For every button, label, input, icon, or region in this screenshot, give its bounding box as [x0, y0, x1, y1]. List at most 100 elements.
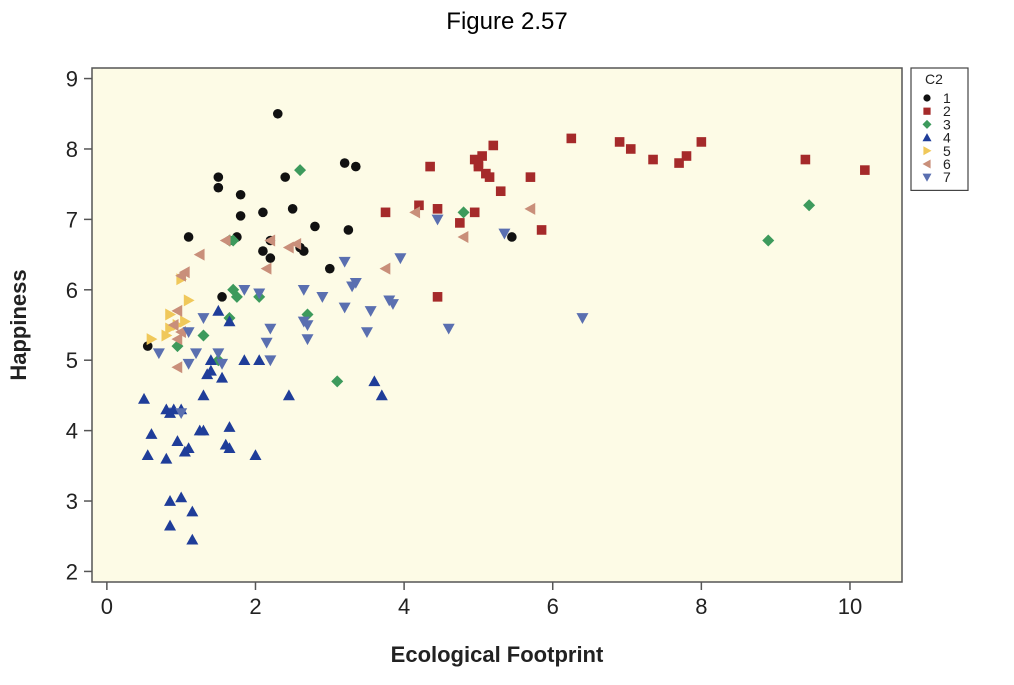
data-point: [190, 348, 203, 360]
data-point: [455, 218, 465, 228]
data-point: [282, 241, 294, 254]
y-tick-label: 8: [66, 137, 78, 162]
data-point: [146, 333, 158, 346]
data-point: [141, 449, 154, 461]
data-point: [473, 158, 484, 168]
y-tick-label: 6: [66, 278, 78, 303]
data-point: [264, 323, 277, 335]
data-point: [165, 322, 177, 335]
data-point: [800, 154, 811, 165]
series-7: [152, 214, 589, 420]
data-point: [197, 389, 210, 401]
data-point: [265, 253, 276, 263]
data-point: [142, 341, 153, 351]
data-point: [197, 313, 210, 324]
data-point: [301, 334, 314, 346]
data-point: [351, 161, 361, 172]
data-point: [204, 354, 217, 366]
data-point: [432, 292, 443, 302]
x-tick-label: 4: [398, 594, 410, 619]
data-point: [316, 292, 329, 303]
data-point: [324, 263, 335, 274]
legend-label: 6: [943, 156, 951, 172]
y-tick-label: 3: [66, 489, 78, 514]
legend-marker: [922, 173, 932, 182]
legend-label: 2: [943, 103, 951, 119]
data-point: [223, 442, 236, 454]
data-point: [343, 225, 354, 235]
data-point: [183, 232, 194, 242]
data-point: [674, 158, 684, 168]
data-point: [212, 304, 225, 316]
data-point: [338, 256, 351, 268]
data-point: [536, 225, 547, 235]
data-point: [368, 375, 381, 387]
data-point: [280, 172, 291, 182]
data-point: [681, 151, 692, 161]
data-point: [212, 348, 225, 360]
data-point: [186, 505, 199, 517]
data-point: [160, 452, 173, 464]
data-point: [566, 133, 577, 144]
data-point: [380, 207, 391, 218]
data-point: [431, 214, 444, 226]
data-point: [297, 316, 310, 328]
data-point: [469, 207, 480, 218]
x-tick-label: 8: [695, 594, 707, 619]
legend-marker: [922, 119, 932, 129]
series-4: [138, 304, 388, 545]
data-point: [457, 230, 469, 243]
data-point: [414, 200, 424, 211]
data-point: [213, 172, 224, 182]
data-point: [290, 238, 302, 251]
data-point: [161, 329, 173, 342]
data-point: [238, 284, 251, 296]
data-point: [457, 206, 470, 219]
data-point: [310, 221, 320, 232]
data-point: [338, 302, 351, 314]
series-2: [380, 133, 870, 302]
data-point: [525, 172, 536, 182]
data-point: [379, 262, 391, 275]
data-point: [165, 308, 177, 321]
data-point: [230, 290, 243, 303]
legend-marker: [923, 146, 932, 156]
data-point: [253, 288, 266, 300]
data-point: [175, 326, 186, 339]
legend-label: 4: [943, 130, 951, 146]
data-point: [249, 449, 262, 461]
y-tick-label: 7: [66, 207, 78, 232]
data-point: [178, 445, 191, 457]
data-point: [235, 211, 246, 221]
legend-label: 7: [943, 169, 951, 185]
data-point: [264, 234, 276, 247]
data-point: [495, 186, 506, 197]
data-point: [164, 519, 177, 531]
y-tick-label: 4: [66, 419, 78, 444]
y-tick-label: 5: [66, 348, 78, 373]
data-point: [287, 204, 298, 214]
data-point: [282, 389, 295, 401]
data-point: [297, 284, 310, 296]
data-point: [260, 262, 272, 275]
series-6: [167, 202, 536, 374]
data-point: [339, 158, 350, 168]
data-point: [648, 154, 658, 165]
data-points: [138, 108, 870, 545]
data-point: [272, 108, 283, 119]
legend-marker: [922, 133, 932, 142]
x-tick-label: 6: [547, 594, 559, 619]
data-point: [164, 407, 177, 418]
data-point: [213, 182, 224, 193]
data-point: [258, 207, 268, 218]
data-point: [217, 292, 227, 302]
data-point: [186, 533, 199, 545]
legend-label: 5: [943, 143, 951, 159]
legend-label: 3: [943, 116, 951, 132]
data-point: [576, 313, 589, 324]
data-point: [488, 140, 499, 151]
data-point: [524, 202, 536, 215]
data-point: [498, 228, 511, 240]
data-point: [171, 361, 183, 374]
data-point: [138, 392, 151, 404]
